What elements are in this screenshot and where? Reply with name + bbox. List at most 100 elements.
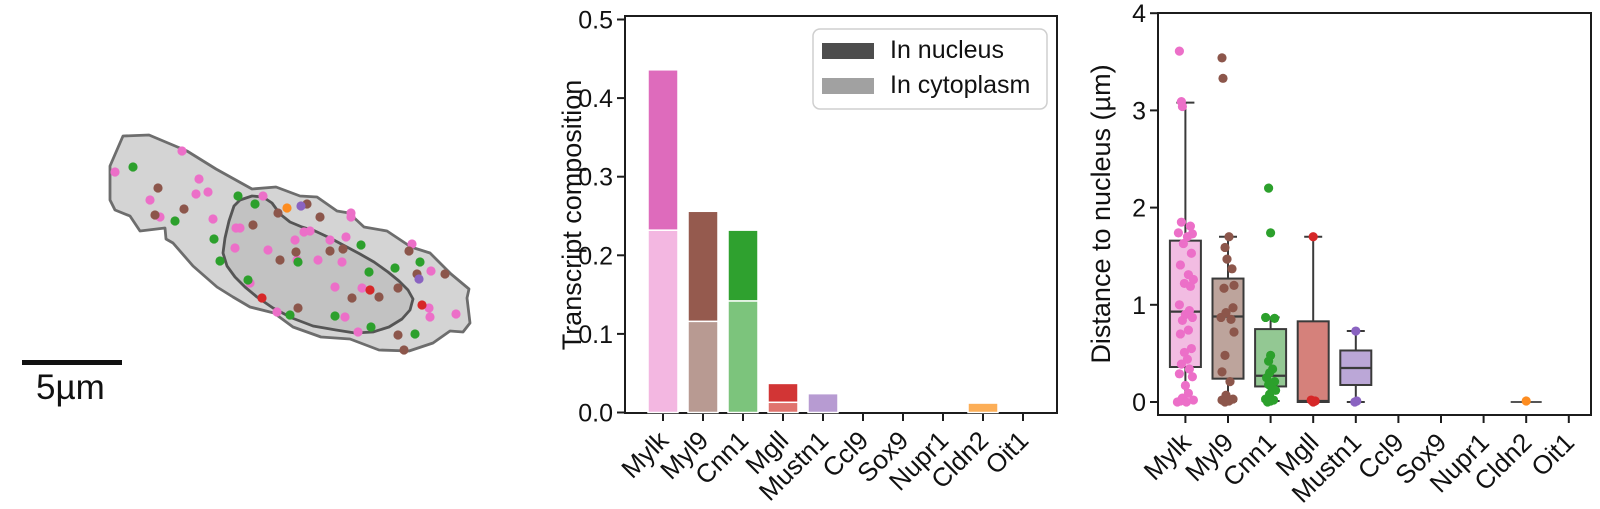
transcript-dot-Mustn1 xyxy=(414,274,424,284)
strip-dot-Mylk xyxy=(1183,325,1193,335)
transcript-dot-Cnn1 xyxy=(285,310,295,320)
strip-dot-Mylk xyxy=(1186,343,1196,354)
transcript-dot-Myl9 xyxy=(291,247,301,257)
strip-dot-Cnn1 xyxy=(1263,397,1273,407)
bar-Mylk-cytoplasm xyxy=(647,229,679,414)
strip-dot-Mylk xyxy=(1182,232,1192,242)
transcript-dot-Myl9 xyxy=(325,246,335,256)
bar-y-tick-label: 0.5 xyxy=(578,7,613,35)
strip-dot-Myl9 xyxy=(1217,53,1227,63)
strip-dot-Myl9 xyxy=(1216,312,1226,323)
transcript-dot-Mylk xyxy=(258,191,268,201)
transcript-dot-Mylk xyxy=(353,327,363,337)
legend-label-cytoplasm: In cytoplasm xyxy=(890,71,1030,99)
transcript-dot-Mgll xyxy=(257,293,267,303)
box-Mgll xyxy=(1296,320,1330,404)
strip-dot-Mylk xyxy=(1185,281,1195,291)
strip-dot-Mylk xyxy=(1184,364,1194,374)
bar-Cnn1-nucleus xyxy=(727,229,759,302)
strip-dot-Mylk xyxy=(1175,260,1185,270)
bar-Mylk-nucleus xyxy=(647,69,679,231)
strip-dot-Mylk xyxy=(1188,395,1198,405)
transcript-dot-Myl9 xyxy=(347,293,357,303)
box-plot-frame xyxy=(1157,12,1592,416)
transcript-dot-Mylk xyxy=(208,214,218,224)
transcript-dot-Cnn1 xyxy=(390,263,400,273)
transcript-dot-Cnn1 xyxy=(170,216,180,226)
transcript-dot-Mgll xyxy=(365,285,375,295)
transcript-dot-Mylk xyxy=(407,239,417,249)
strip-dot-Myl9 xyxy=(1220,242,1230,253)
bar-y-tick-label: 0.3 xyxy=(578,164,613,192)
legend-swatch-nucleus xyxy=(822,43,874,59)
transcript-dot-Myl9 xyxy=(315,212,325,222)
transcript-dot-Mylk xyxy=(325,235,335,245)
strip-dot-Myl9 xyxy=(1228,303,1238,313)
strip-dot-Mylk xyxy=(1180,380,1190,391)
box-y-tick-label: 2 xyxy=(1132,195,1146,223)
strip-dot-Mgll xyxy=(1308,397,1318,407)
strip-dot-Myl9 xyxy=(1220,350,1230,360)
transcript-dot-Cnn1 xyxy=(293,257,303,267)
strip-dot-Mylk xyxy=(1174,369,1184,379)
box-Myl9 xyxy=(1211,277,1245,380)
strip-dot-Mylk xyxy=(1176,359,1186,369)
transcript-dot-Mylk xyxy=(272,307,282,317)
transcript-dot-Cnn1 xyxy=(209,234,219,244)
transcript-dot-Cnn1 xyxy=(330,311,340,321)
box-y-tick-label: 0 xyxy=(1132,389,1146,417)
strip-dot-Myl9 xyxy=(1224,232,1234,242)
strip-dot-Mylk xyxy=(1173,228,1183,238)
strip-dot-Cnn1 xyxy=(1261,312,1271,323)
bar-y-tick-label: 0.0 xyxy=(578,400,613,428)
bar-x-tick-label-Oit1: Oit1 xyxy=(979,425,1034,480)
strip-dot-Mylk xyxy=(1187,312,1197,323)
strip-dot-Myl9 xyxy=(1225,376,1235,387)
strip-dot-Mylk xyxy=(1172,397,1182,407)
strip-dot-Myl9 xyxy=(1217,367,1227,377)
transcript-dot-Mylk xyxy=(337,257,347,267)
transcript-dot-Myl9 xyxy=(440,269,450,279)
strip-dot-Mylk xyxy=(1187,372,1197,382)
transcript-dot-Myl9 xyxy=(374,292,384,302)
transcript-dot-Mgll xyxy=(417,300,427,310)
strip-dot-Cnn1 xyxy=(1266,228,1276,238)
transcript-dot-Mylk xyxy=(451,309,461,319)
bar-y-axis-label: Transcript composition xyxy=(560,80,587,351)
strip-dot-Mylk xyxy=(1174,300,1184,310)
bar-Mustn1-cytoplasm xyxy=(807,392,839,414)
strip-dot-Myl9 xyxy=(1227,264,1237,274)
box-y-tick-label: 3 xyxy=(1132,97,1146,125)
strip-dot-Myl9 xyxy=(1229,327,1239,337)
transcript-dot-Cnn1 xyxy=(250,199,260,209)
strip-dot-Mylk xyxy=(1174,46,1184,56)
distance-to-nucleus-boxplot: 01234MylkMyl9Cnn1MgllMustn1Ccl9Sox9Nupr1… xyxy=(1086,0,1592,509)
transcript-dot-Cnn1 xyxy=(356,240,366,250)
bar-y-tick-label: 0.2 xyxy=(578,242,613,270)
strip-dot-Myl9 xyxy=(1219,283,1229,293)
cell-segmentation-panel: 5µm xyxy=(22,133,472,407)
transcript-composition-chart: 0.00.10.20.30.40.5MylkMyl9Cnn1MgllMustn1… xyxy=(560,7,1058,507)
strip-dot-Mylk xyxy=(1185,221,1195,231)
transcript-dot-Mylk xyxy=(346,212,356,222)
strip-dot-Myl9 xyxy=(1220,397,1230,407)
transcript-dot-Myl9 xyxy=(393,330,403,340)
strip-dot-Mylk xyxy=(1176,217,1186,227)
bar-y-tick-label: 0.4 xyxy=(578,85,613,113)
box-y-tick-label: 1 xyxy=(1132,292,1146,320)
bar-Mgll-nucleus xyxy=(767,382,799,404)
bar-Myl9-cytoplasm xyxy=(687,320,719,414)
strip-dot-Myl9 xyxy=(1226,314,1236,324)
transcript-dot-Mylk xyxy=(340,312,350,322)
transcript-dot-Mylk xyxy=(263,245,273,255)
strip-dot-Cnn1 xyxy=(1264,183,1274,193)
transcript-dot-Cnn1 xyxy=(366,322,376,332)
bar-Cnn1-cytoplasm xyxy=(727,300,759,414)
transcript-dot-Mylk xyxy=(235,223,245,233)
strip-dot-Mylk xyxy=(1178,238,1188,249)
scale-bar xyxy=(22,360,122,365)
legend-label-nucleus: In nucleus xyxy=(890,36,1004,64)
transcript-dot-Mylk xyxy=(313,255,323,265)
bar-y-tick-label: 0.1 xyxy=(578,321,613,349)
transcript-dot-Mylk xyxy=(426,266,436,276)
